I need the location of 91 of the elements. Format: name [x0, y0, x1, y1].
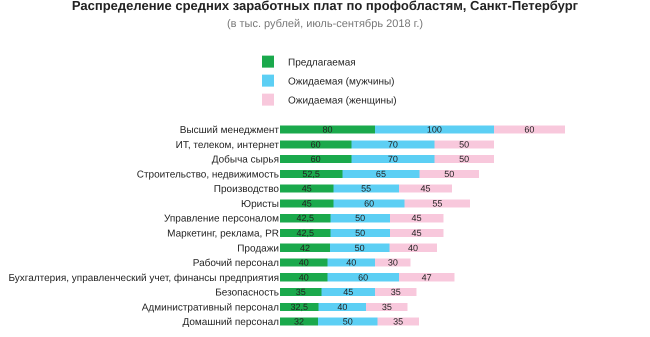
data-label: 40 — [346, 258, 356, 268]
data-label: 55 — [432, 198, 442, 208]
data-label: 52,5 — [302, 168, 320, 179]
bar — [280, 273, 328, 282]
bar — [322, 288, 375, 296]
bar — [351, 140, 434, 148]
y-tick-label: Управление персоналом — [164, 214, 280, 225]
y-tick-label: Безопасность — [215, 288, 279, 299]
bar — [328, 273, 399, 282]
data-label: 60 — [364, 198, 374, 208]
data-label: 50 — [444, 168, 454, 179]
data-label: 80 — [322, 124, 333, 135]
bar — [333, 184, 399, 193]
data-label: 42,5 — [296, 228, 314, 238]
data-label: 60 — [310, 139, 321, 150]
bar — [404, 199, 470, 208]
bar — [494, 126, 565, 134]
data-label: 60 — [358, 272, 368, 282]
bar — [342, 170, 420, 178]
data-label: 35 — [382, 302, 392, 312]
y-tick-label: Бухгалтерия, управленческий учет, финансы предприятия — [8, 272, 279, 284]
bar — [280, 184, 334, 193]
y-tick-label: Производство — [214, 184, 280, 196]
bar — [333, 199, 405, 208]
bar — [280, 126, 375, 134]
y-tick-label: Добыча сырья — [212, 154, 279, 166]
bar — [351, 155, 434, 164]
bar — [398, 273, 455, 282]
bar — [330, 228, 390, 238]
data-label: 32 — [294, 316, 304, 327]
data-label: 60 — [310, 154, 321, 164]
legend-label: Предлагаемая — [288, 58, 356, 69]
data-label: 50 — [355, 213, 366, 224]
legend-label: Ожидаемая (мужчины) — [288, 76, 394, 88]
data-label: 40 — [298, 272, 309, 282]
y-tick-label: ИТ, телеком, интернет — [176, 140, 280, 151]
data-label: 55 — [361, 184, 372, 194]
data-label: 32,5 — [290, 302, 308, 312]
bar — [390, 228, 444, 238]
data-label: 40 — [337, 302, 348, 312]
y-tick-label: Строительство, недвижимость — [136, 169, 279, 180]
bar — [330, 214, 390, 222]
data-label: 60 — [524, 124, 534, 135]
y-tick-label: Юристы — [240, 198, 279, 210]
bar — [398, 184, 452, 193]
data-label: 45 — [302, 198, 312, 208]
data-label: 45 — [302, 184, 312, 194]
y-tick-label: Высший менеджмент — [180, 125, 280, 136]
bar — [330, 244, 390, 252]
data-label: 50 — [355, 228, 366, 238]
data-label: 47 — [422, 272, 432, 282]
y-tick-label: Домашний персонал — [182, 317, 280, 328]
chart-title: Распределение средних заработных плат по профобластям, Санкт-Петербург — [72, 0, 579, 14]
data-label: 65 — [376, 168, 386, 179]
data-label: 35 — [390, 287, 401, 298]
y-tick-label: Рабочий персонал — [192, 258, 280, 270]
data-label: 35 — [393, 316, 404, 327]
bar — [390, 214, 444, 222]
data-label: 45 — [343, 287, 354, 298]
data-label: 100 — [426, 124, 442, 135]
data-label: 45 — [412, 228, 422, 238]
data-label: 40 — [408, 242, 418, 253]
bar — [434, 155, 494, 164]
data-label: 42,5 — [296, 213, 314, 224]
chart-subtitle: (в тыс. рублей, июль-сентябрь 2018 г.) — [226, 18, 424, 30]
y-tick-label: Маркетинг, реклама, PR — [167, 228, 279, 240]
bar — [280, 214, 330, 222]
bar — [318, 318, 378, 326]
data-label: 50 — [459, 139, 470, 150]
data-label: 40 — [298, 258, 309, 268]
data-label: 70 — [388, 154, 398, 164]
legend-label: Ожидаемая (женщины) — [288, 96, 397, 107]
bar — [420, 170, 479, 178]
data-label: 30 — [388, 258, 398, 268]
data-label: 35 — [296, 287, 306, 298]
bar — [389, 244, 437, 252]
bar — [375, 126, 494, 134]
data-label: 50 — [459, 154, 470, 164]
bar — [280, 199, 334, 208]
bar — [280, 140, 352, 148]
data-label: 70 — [388, 139, 398, 150]
bar — [434, 140, 494, 148]
data-label: 42 — [300, 242, 310, 253]
data-label: 50 — [342, 316, 353, 327]
bar — [280, 244, 330, 252]
bar — [280, 155, 352, 164]
y-tick-label: Продажи — [237, 243, 279, 254]
data-label: 45 — [412, 213, 422, 224]
data-label: 45 — [420, 184, 430, 194]
data-label: 50 — [354, 242, 365, 253]
y-tick-label: Административный персонал — [142, 302, 280, 314]
